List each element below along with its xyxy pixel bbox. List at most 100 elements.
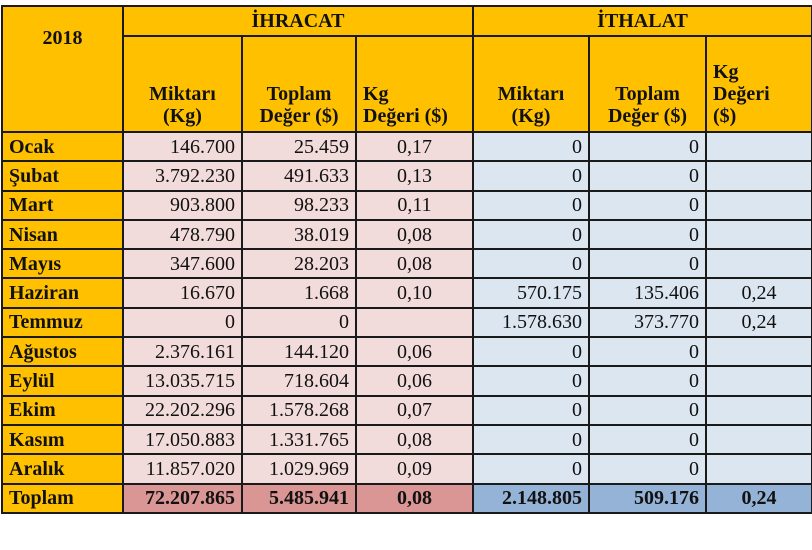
cell-ex-qty: 11.857.020 [122, 453, 243, 485]
cell-ex-kg [355, 306, 474, 339]
cell-ex-val: 28.203 [241, 248, 357, 280]
month-label: Toplam [1, 482, 124, 514]
cell-im-val: 0 [588, 218, 707, 251]
month-label: Kasım [1, 423, 124, 456]
cell-ex-val: 25.459 [241, 130, 357, 163]
cell-im-qty: 0 [472, 423, 590, 456]
month-label: Haziran [1, 277, 124, 309]
cell-ex-val: 5.485.941 [241, 482, 357, 514]
cell-ex-val: 1.578.268 [241, 394, 357, 426]
cell-im-val: 373.770 [588, 306, 707, 339]
table-row: Mart 903.800 98.233 0,11 0 0 [1, 189, 812, 221]
cell-ex-val: 0 [241, 306, 357, 339]
cell-ex-kg: 0,08 [355, 248, 474, 280]
cell-ex-qty: 2.376.161 [122, 336, 243, 368]
table-body: Ocak 146.700 25.459 0,17 0 0 Şubat 3.792.230 491… [1, 130, 812, 514]
table-row: Kasım 17.050.883 1.331.765 0,08 0 0 [1, 423, 812, 456]
cell-ex-qty: 478.790 [122, 218, 243, 251]
cell-ex-qty: 13.035.715 [122, 365, 243, 397]
import-qty-header: Miktarı (Kg) [472, 35, 590, 133]
table-row: Ocak 146.700 25.459 0,17 0 0 [1, 130, 812, 163]
cell-ex-qty: 72.207.865 [122, 482, 243, 514]
table-row: Şubat 3.792.230 491.633 0,13 0 0 [1, 160, 812, 192]
table-row: Ağustos 2.376.161 144.120 0,06 0 0 [1, 336, 812, 368]
export-group-header: İHRACAT [122, 5, 474, 37]
month-label: Aralık [1, 453, 124, 485]
cell-ex-kg: 0,06 [355, 336, 474, 368]
month-label: Mayıs [1, 248, 124, 280]
cell-ex-kg: 0,09 [355, 453, 474, 485]
cell-im-qty: 0 [472, 365, 590, 397]
cell-im-kg: 0,24 [705, 482, 812, 514]
cell-ex-kg: 0,17 [355, 130, 474, 163]
month-label: Ağustos [1, 336, 124, 368]
table-row: Mayıs 347.600 28.203 0,08 0 0 [1, 248, 812, 280]
cell-im-qty: 2.148.805 [472, 482, 590, 514]
cell-im-kg [705, 453, 812, 485]
month-label: Eylül [1, 365, 124, 397]
cell-im-kg: 0,24 [705, 306, 812, 339]
cell-im-kg [705, 365, 812, 397]
cell-ex-val: 144.120 [241, 336, 357, 368]
cell-ex-qty: 903.800 [122, 189, 243, 221]
table-row: Eylül 13.035.715 718.604 0,06 0 0 [1, 365, 812, 397]
cell-im-qty: 0 [472, 160, 590, 192]
cell-ex-kg: 0,08 [355, 482, 474, 514]
cell-im-val: 0 [588, 365, 707, 397]
trade-table: 2018 İHRACAT İTHALAT Miktarı (Kg) Toplam D… [1, 5, 812, 514]
cell-im-qty: 0 [472, 453, 590, 485]
export-kg-header: Kg Değeri ($) [355, 35, 474, 133]
cell-im-val: 0 [588, 248, 707, 280]
cell-im-qty: 570.175 [472, 277, 590, 309]
export-total-header: Toplam Değer ($) [241, 35, 357, 133]
cell-ex-qty: 16.670 [122, 277, 243, 309]
cell-im-kg: 0,24 [705, 277, 812, 309]
cell-ex-qty: 0 [122, 306, 243, 339]
month-label: Ekim [1, 394, 124, 426]
cell-ex-kg: 0,07 [355, 394, 474, 426]
month-label: Ocak [1, 130, 124, 163]
cell-ex-kg: 0,11 [355, 189, 474, 221]
cell-im-kg [705, 394, 812, 426]
cell-im-kg [705, 130, 812, 163]
table-row: Temmuz 0 0 1.578.630 373.770 0,24 [1, 306, 812, 339]
cell-im-val: 0 [588, 336, 707, 368]
cell-im-qty: 0 [472, 130, 590, 163]
total-row: Toplam 72.207.865 5.485.941 0,08 2.148.805 50… [1, 482, 812, 514]
cell-im-val: 0 [588, 160, 707, 192]
cell-ex-val: 1.668 [241, 277, 357, 309]
cell-im-val: 0 [588, 423, 707, 456]
cell-im-val: 0 [588, 453, 707, 485]
cell-im-val: 509.176 [588, 482, 707, 514]
cell-im-qty: 0 [472, 336, 590, 368]
month-label: Temmuz [1, 306, 124, 339]
cell-ex-val: 1.029.969 [241, 453, 357, 485]
cell-ex-val: 1.331.765 [241, 423, 357, 456]
cell-ex-qty: 146.700 [122, 130, 243, 163]
cell-ex-kg: 0,13 [355, 160, 474, 192]
cell-ex-val: 718.604 [241, 365, 357, 397]
import-group-header: İTHALAT [472, 5, 812, 37]
cell-im-qty: 0 [472, 248, 590, 280]
import-kg-header: Kg Değeri ($) [705, 35, 812, 133]
cell-ex-kg: 0,08 [355, 423, 474, 456]
cell-im-kg [705, 336, 812, 368]
cell-ex-qty: 3.792.230 [122, 160, 243, 192]
cell-im-kg [705, 160, 812, 192]
import-total-header: Toplam Değer ($) [588, 35, 707, 133]
cell-ex-kg: 0,06 [355, 365, 474, 397]
cell-im-val: 0 [588, 130, 707, 163]
export-qty-header: Miktarı (Kg) [122, 35, 243, 133]
cell-ex-qty: 347.600 [122, 248, 243, 280]
month-label: Nisan [1, 218, 124, 251]
cell-im-qty: 1.578.630 [472, 306, 590, 339]
year-header: 2018 [1, 5, 124, 133]
cell-ex-qty: 22.202.296 [122, 394, 243, 426]
cell-im-qty: 0 [472, 394, 590, 426]
cell-ex-kg: 0,08 [355, 218, 474, 251]
cell-im-val: 0 [588, 394, 707, 426]
month-label: Mart [1, 189, 124, 221]
cell-im-kg [705, 248, 812, 280]
cell-im-kg [705, 189, 812, 221]
cell-im-kg [705, 218, 812, 251]
